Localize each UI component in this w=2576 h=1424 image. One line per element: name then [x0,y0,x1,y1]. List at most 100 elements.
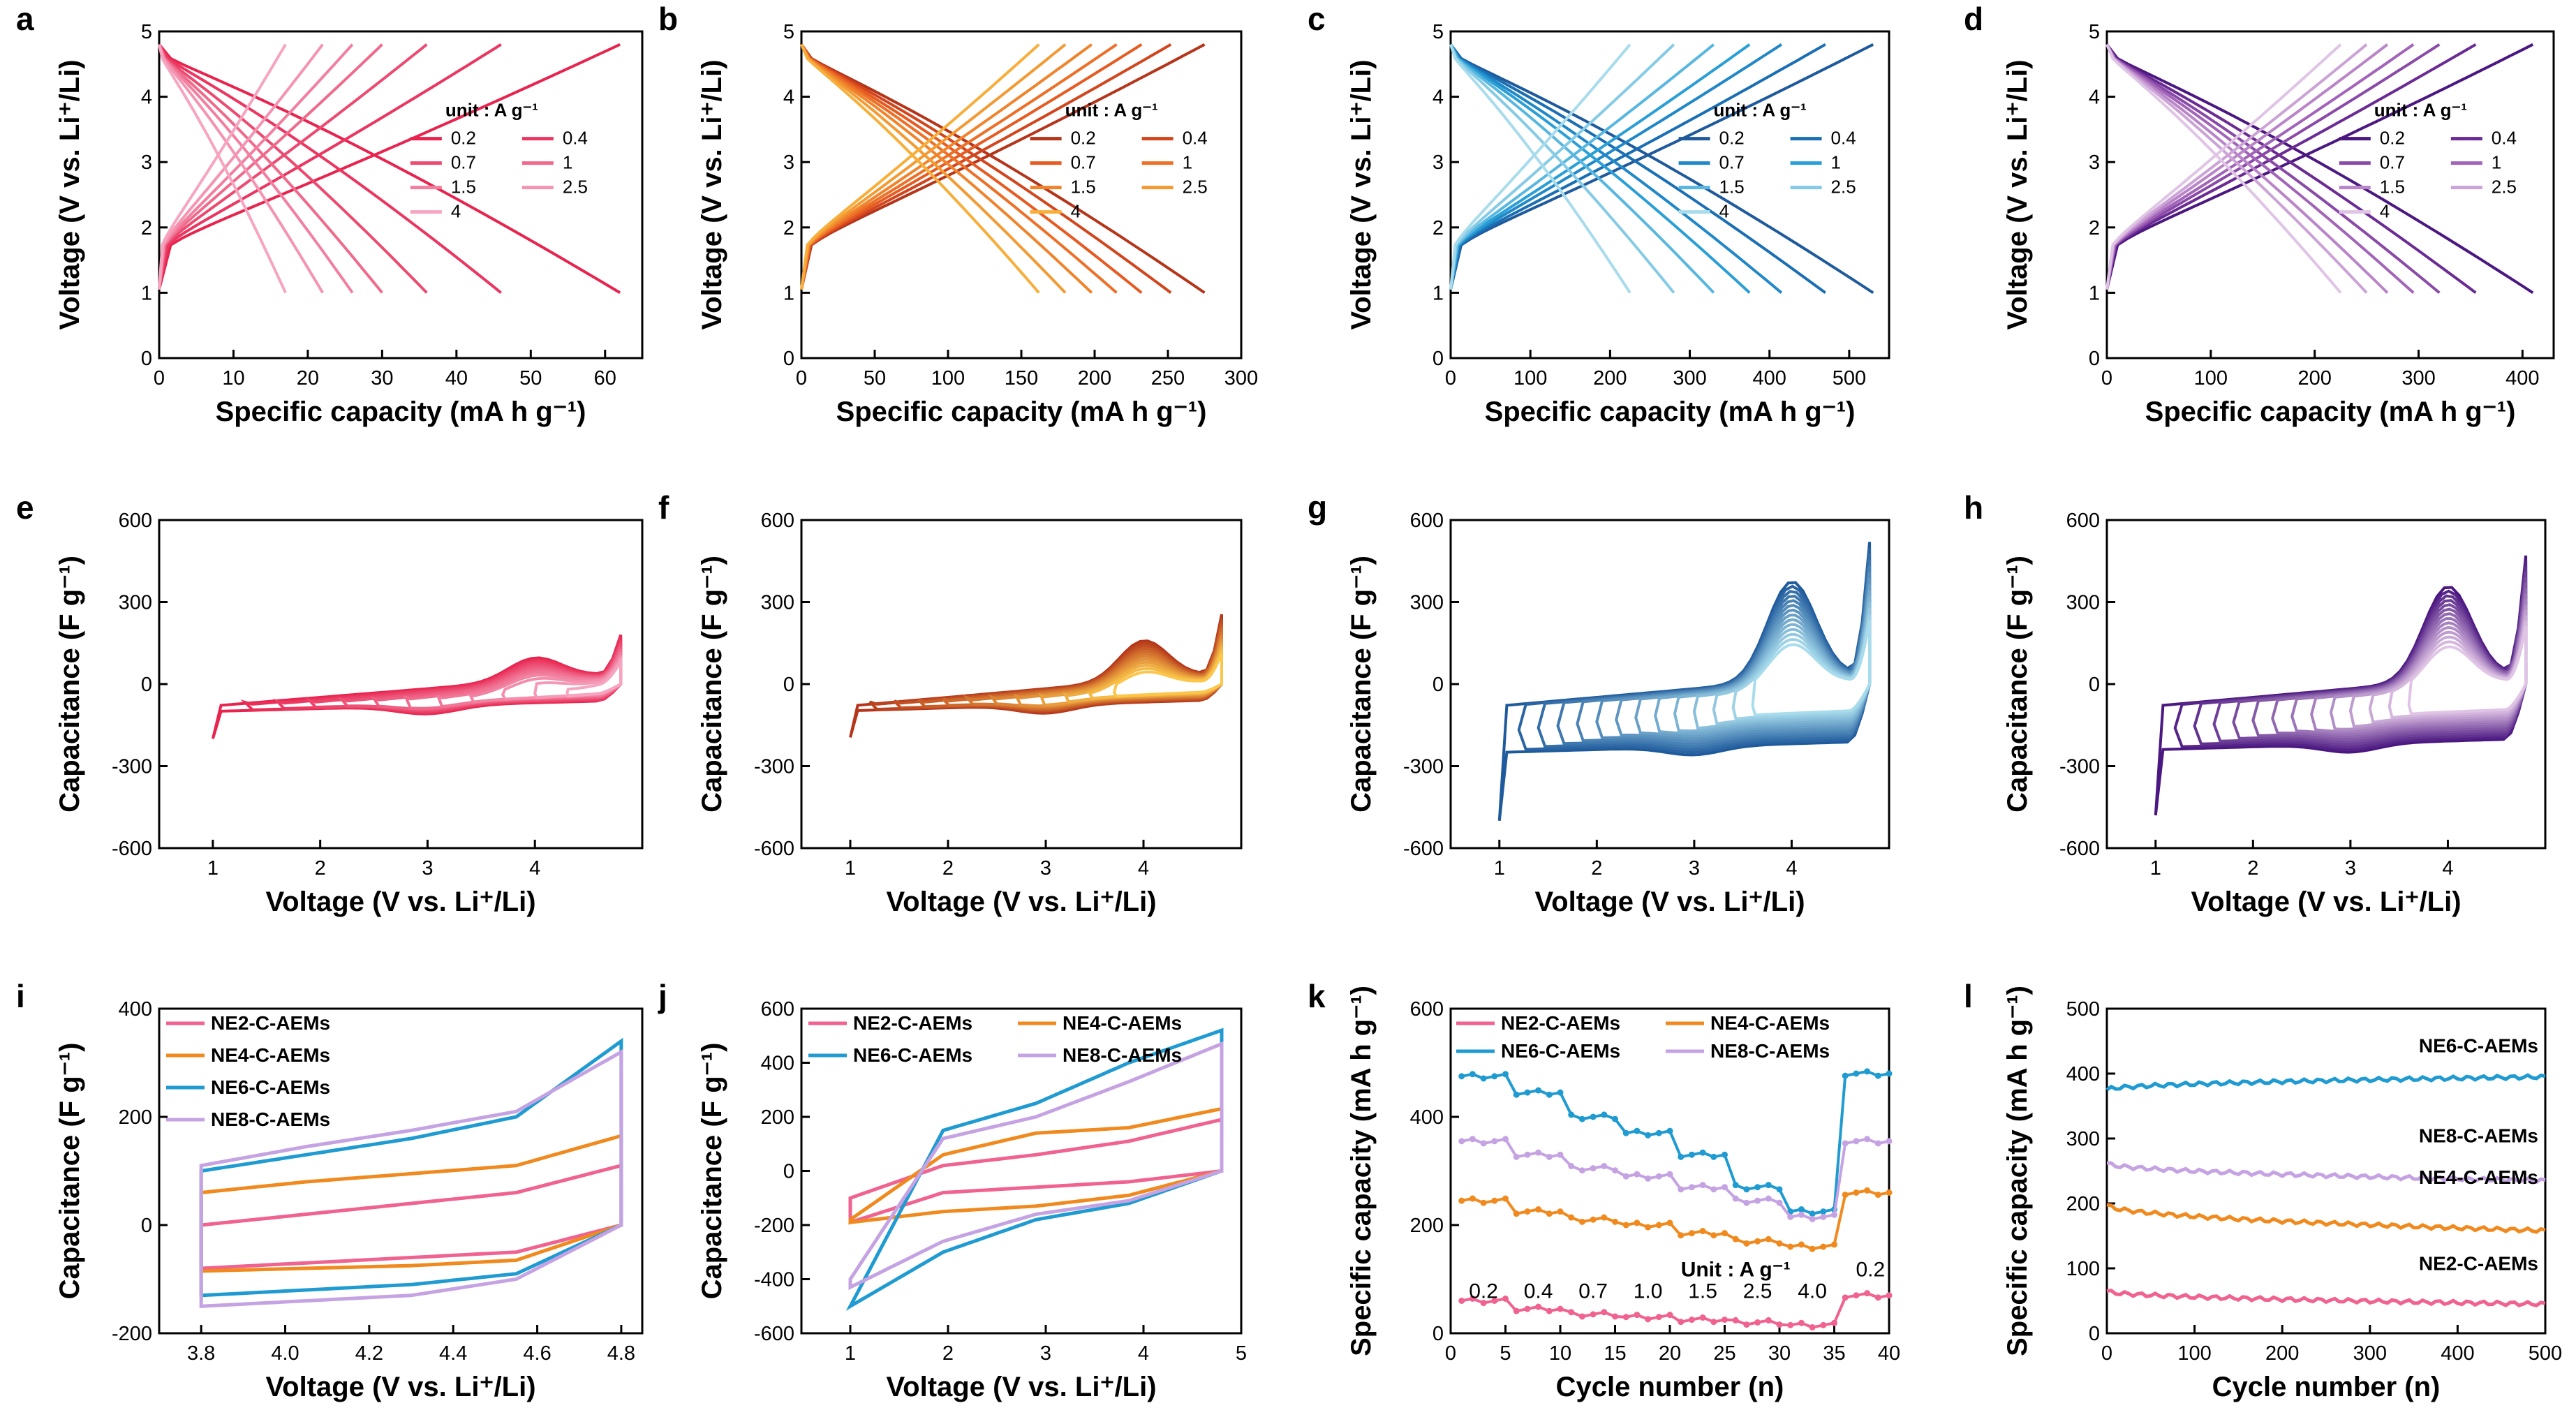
rate-point [1578,1313,1585,1320]
rate-point [1634,1171,1641,1178]
rate-point [1820,1243,1827,1250]
charge-curve-1 [158,43,383,290]
rate-point [1612,1313,1618,1320]
charge-curve-4 [800,43,1040,290]
panel-g: 1 2 3 4 600 300 0 -300 -600 Voltage (V vs. Li⁺/Li… [1308,489,1890,917]
rate-point [1842,1192,1849,1199]
panel-letter: k [1308,978,1326,1014]
discharge-curve-1 [1449,43,1751,294]
y-axis-label: Specific capacity (mA h g⁻¹) [2002,986,2033,1356]
panel-letter: b [658,1,678,37]
rate-point [1513,1307,1520,1314]
discharge-curve-4 [158,44,287,294]
rate-label: 4.0 [1798,1280,1827,1303]
legend-label: NE4-C-AEMs [1710,1012,1830,1034]
y-tick-label: 300 [119,592,152,614]
x-tick-label: 500 [2529,1342,2562,1365]
x-tick-label: 4 [529,857,540,880]
rate-point [1590,1165,1597,1172]
x-tick-label: 3 [1040,1342,1051,1365]
y-tick-label: 0 [783,1161,794,1183]
rate-point [1809,1210,1816,1217]
x-tick-label: 300 [2401,367,2435,390]
x-tick-label: 1 [845,857,856,880]
charge-curve-0.7 [2105,43,2441,290]
rate-point [1710,1153,1717,1160]
legend-label: 0.4 [1831,128,1856,149]
legend-label: 0.2 [1719,128,1745,149]
rate-point [1874,1072,1881,1079]
rate-point [1776,1186,1783,1193]
rate-point [1491,1197,1498,1204]
x-tick-label: 0 [2101,1342,2112,1365]
y-tick-label: -300 [112,756,152,778]
y-tick-label: 3 [2089,151,2100,174]
rate-point [1798,1241,1805,1248]
x-tick-label: 4 [1138,857,1149,880]
rate-point [1688,1184,1695,1191]
legend-label: 0.7 [451,152,476,173]
legend-label: 0.2 [1071,128,1096,149]
rate-point [1469,1195,1476,1202]
legend-label: 4 [2380,201,2390,222]
cv-loop [211,634,623,739]
rate-point [1722,1151,1728,1158]
y-tick-label: 0 [141,348,152,370]
panel-b: 0 50 100 150 200 250 300 0 1 2 3 4 5 Specific capacit… [658,1,1258,427]
rate-point [1578,1218,1585,1225]
rate-point [1645,1316,1652,1323]
panel-d: 0 100 200 300 400 0 1 2 3 4 5 Specific capacity (mA… [1964,1,2555,427]
rate-point [1666,1312,1673,1319]
rate-point [1853,1292,1860,1299]
rate-point [1480,1075,1487,1082]
discharge-curve-4 [1449,44,1631,294]
legend-label: 0.7 [1071,152,1096,173]
panel-c: 0 100 200 300 400 500 0 1 2 3 4 5 Specific capacity … [1308,1,1890,427]
y-tick-label: 300 [1410,592,1444,614]
y-axis-label: Capacitance (F g⁻¹) [697,556,727,813]
cycle-curve-NE8-C-AEMs [2106,1161,2546,1185]
x-tick-label: 4 [1138,1342,1149,1365]
x-tick-label: 4 [1786,857,1797,880]
rate-point [1678,1232,1685,1239]
rate-point [1568,1111,1575,1118]
plot-frame [800,519,1243,850]
x-tick-label: 25 [1713,1342,1735,1365]
charge-curve-0.2 [2105,43,2534,290]
rate-point [1612,1115,1618,1122]
rate-point [1480,1140,1487,1147]
y-tick-label: 1 [141,282,152,304]
rate-curve-NE2-C-AEMs [1461,1291,1890,1329]
y-tick-label: 600 [1410,510,1444,532]
cycle-curve-NE2-C-AEMs [2106,1289,2546,1307]
y-axis-label: Voltage (V vs. Li⁺/Li) [697,59,727,329]
x-axis-label: Specific capacity (mA h g⁻¹) [1485,396,1856,427]
rate-point [1491,1073,1498,1080]
legend-label: 0.2 [2380,128,2405,149]
rate-point [1886,1189,1893,1196]
panel-letter: e [16,489,34,526]
rate-point [1645,1224,1652,1231]
legend-label: 0.7 [2380,152,2405,173]
x-tick-label: 3.8 [187,1342,215,1365]
rate-point [1722,1317,1728,1323]
x-tick-label: 0 [154,367,165,390]
series-label: NE8-C-AEMs [2419,1125,2538,1146]
legend-label: 1.5 [451,177,476,198]
rate-label: 0.7 [1578,1280,1608,1303]
y-tick-label: 0 [2089,348,2100,370]
rate-point [1886,1292,1893,1299]
x-tick-label: 100 [2177,1342,2211,1365]
panel-a: 0 10 20 30 40 50 60 0 1 2 3 4 5 Specific capacity (mA… [16,1,644,427]
charge-curve-1.5 [1449,43,1715,290]
discharge-curve-1.5 [1449,43,1715,294]
rate-point [1480,1199,1487,1206]
rate-point [1842,1072,1849,1079]
panel-h: 1 2 3 4 600 300 0 -300 -600 Voltage (V vs. Li⁺/Li… [1964,489,2547,917]
plot-frame [1449,30,1890,359]
rate-point [1886,1138,1893,1145]
legend-label: 2.5 [563,177,588,198]
panel-letter: a [16,1,34,37]
legend-label: 2.5 [1183,177,1208,198]
